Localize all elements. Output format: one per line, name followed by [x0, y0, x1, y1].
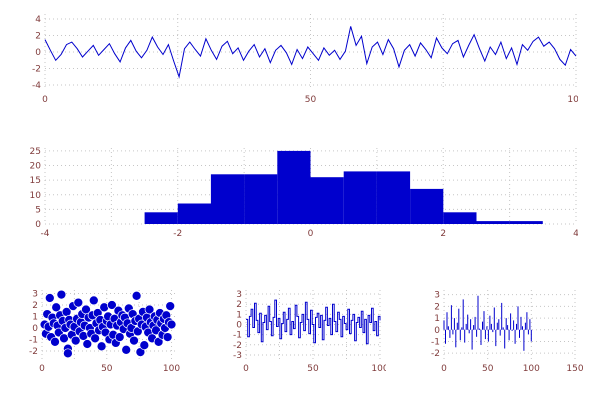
svg-text:4: 4	[35, 15, 41, 25]
svg-text:-1: -1	[29, 335, 38, 345]
svg-text:0: 0	[308, 229, 314, 239]
svg-text:100: 100	[371, 364, 386, 374]
svg-text:0: 0	[441, 364, 447, 374]
svg-text:15: 15	[30, 176, 41, 186]
svg-text:-2: -2	[233, 341, 242, 351]
svg-text:0: 0	[35, 48, 41, 58]
svg-text:3: 3	[32, 289, 38, 299]
series	[443, 295, 532, 351]
svg-text:50: 50	[307, 364, 319, 374]
svg-text:-2: -2	[29, 347, 38, 357]
svg-text:2: 2	[236, 300, 242, 310]
tick-labels: 0 50 100 4 2 0 -2 -4	[32, 15, 585, 105]
grid	[44, 148, 577, 225]
svg-text:-3: -3	[233, 351, 242, 361]
svg-text:-1: -1	[233, 331, 242, 341]
svg-text:4: 4	[573, 229, 578, 239]
svg-text:-4: -4	[41, 229, 50, 239]
svg-text:-2: -2	[173, 229, 182, 239]
svg-text:-2: -2	[32, 65, 41, 75]
stem-chart: 0 50 100 150 3 2 1 0 -1 -2	[412, 282, 584, 381]
grid	[44, 14, 577, 90]
svg-text:0: 0	[236, 321, 242, 331]
scatter-chart: 0 50 100 3 2 1 0 -1 -2	[12, 282, 184, 381]
svg-text:2: 2	[440, 229, 446, 239]
svg-text:-4: -4	[32, 81, 41, 91]
noise-line-chart-svg: 0 50 100 4 2 0 -2 -4	[32, 14, 585, 105]
svg-text:1: 1	[236, 310, 242, 320]
stem-chart-svg: 0 50 100 150 32 1 0 -1-2	[431, 290, 584, 374]
svg-text:0: 0	[35, 220, 41, 230]
svg-text:0: 0	[243, 364, 249, 374]
svg-text:100: 100	[523, 364, 540, 374]
svg-text:0: 0	[434, 326, 440, 336]
histogram-chart-svg: -4 -2 0 2 4 0 5 10 15 20 25	[30, 147, 580, 239]
svg-text:-2: -2	[431, 349, 440, 359]
series	[246, 299, 381, 345]
svg-text:3: 3	[434, 291, 440, 301]
svg-text:-1: -1	[431, 338, 440, 348]
svg-text:100: 100	[567, 95, 578, 105]
svg-text:100: 100	[163, 364, 180, 374]
svg-text:3: 3	[236, 290, 242, 300]
svg-text:0: 0	[32, 324, 38, 334]
svg-text:0: 0	[39, 364, 45, 374]
histogram-chart: -4 -2 0 2 4 0 5 10 15 20 25	[10, 140, 580, 246]
series	[39, 289, 177, 359]
svg-text:150: 150	[566, 364, 583, 374]
step-chart: 0 50 100 3 2 1 0 -1 -2 -3	[214, 282, 389, 381]
svg-text:20: 20	[30, 162, 42, 172]
svg-text:0: 0	[42, 95, 48, 105]
tick-labels: -4 -2 0 2 4 0 5 10 15 20 25	[30, 147, 580, 239]
svg-text:2: 2	[35, 32, 41, 42]
svg-text:50: 50	[305, 95, 317, 105]
series	[144, 150, 543, 224]
svg-text:1: 1	[32, 312, 38, 322]
svg-text:10: 10	[30, 191, 42, 201]
series	[44, 26, 577, 79]
svg-text:50: 50	[482, 364, 494, 374]
svg-text:50: 50	[101, 364, 113, 374]
svg-text:5: 5	[35, 205, 41, 215]
svg-text:25: 25	[30, 147, 41, 157]
noise-line-chart: 0 50 100 4 2 0 -2 -4	[10, 6, 585, 112]
svg-text:2: 2	[32, 301, 38, 311]
svg-text:2: 2	[434, 302, 440, 312]
svg-text:1: 1	[434, 314, 440, 324]
tick-labels: 0 50 100 150 32 1 0 -1-2	[431, 291, 584, 374]
